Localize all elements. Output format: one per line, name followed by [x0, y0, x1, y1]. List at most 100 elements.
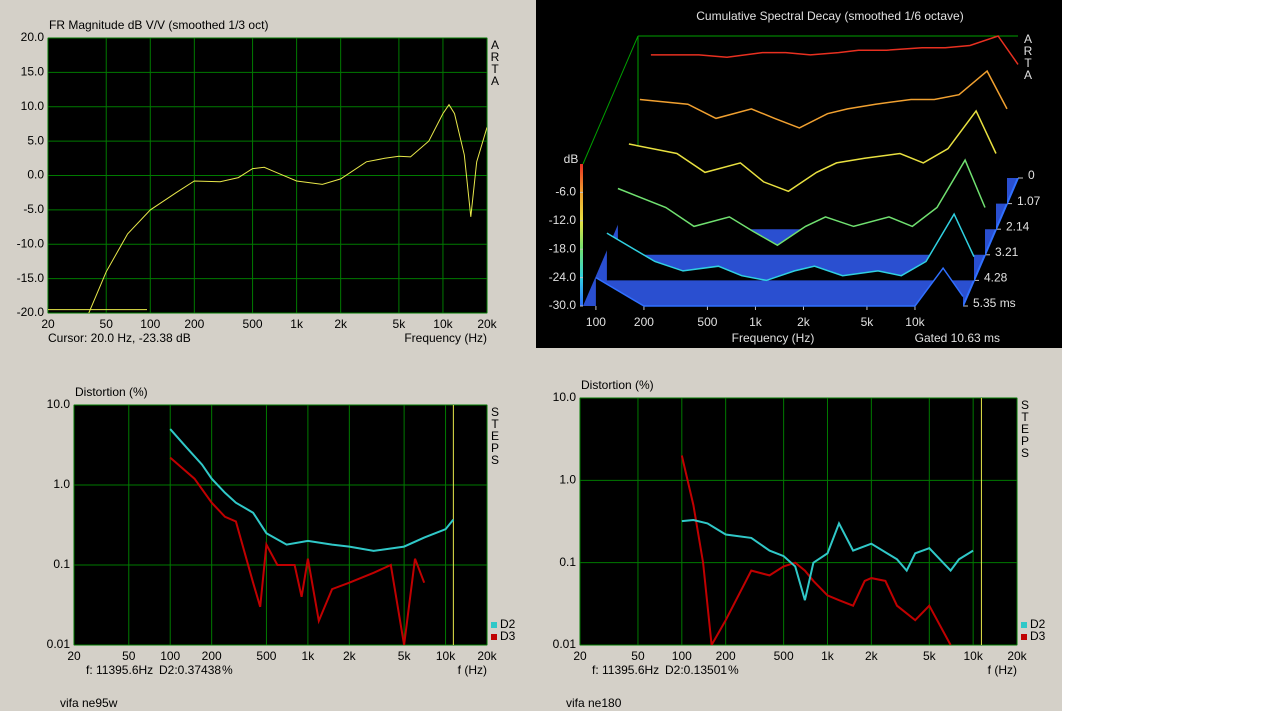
x-tick-label: 1k — [290, 317, 304, 331]
x-tick-label: 1k — [821, 649, 835, 663]
x-tick-label: 2k — [865, 649, 879, 663]
x-tick-label: 50 — [631, 649, 645, 663]
y-tick-label: 0.01 — [47, 637, 71, 651]
y-tick-label: -5.0 — [23, 202, 44, 216]
x-tick-label: 200 — [184, 317, 204, 331]
x-tick-label: 20 — [573, 649, 587, 663]
x-tick-label: 50 — [100, 317, 114, 331]
back-frame — [582, 35, 639, 165]
z-tick-label: 0 — [1028, 168, 1035, 182]
x-tick-label: 50 — [122, 649, 136, 663]
x-tick-label: 1k — [749, 315, 763, 329]
y-tick-label: 0.01 — [553, 637, 577, 651]
x-tick-label: 20k — [477, 317, 497, 331]
x-tick-label: 2k — [334, 317, 348, 331]
decay-slice-fill — [606, 214, 974, 281]
decay-slice — [595, 266, 964, 307]
x-tick-label: 10k — [436, 649, 456, 663]
unit: % — [222, 663, 233, 677]
decay-slice — [650, 35, 1019, 65]
cursor-readout: f: 11395.6Hz — [592, 663, 659, 677]
x-tick-label: 100 — [586, 315, 606, 329]
cursor-readout: f: 11395.6Hz — [86, 663, 153, 677]
unit: % — [728, 663, 739, 677]
y-tick-label: 1.0 — [559, 473, 576, 487]
x-tick-label: 500 — [256, 649, 276, 663]
y-tick-label: 15.0 — [21, 65, 45, 79]
decay-slice — [617, 158, 986, 247]
y-tick-label: 20.0 — [21, 30, 45, 44]
z-tick-label: 2.14 — [1006, 219, 1030, 233]
series-line — [88, 103, 487, 313]
decay-slice-fill — [617, 160, 985, 255]
chart-title: Distortion (%) — [75, 385, 148, 399]
x-tick-label: 500 — [243, 317, 263, 331]
legend-swatch — [491, 634, 497, 640]
y-tick-label: -24.0 — [549, 270, 577, 284]
y-tick-label: 0.1 — [559, 555, 576, 569]
x-tick-label: 5k — [398, 649, 412, 663]
x-tick-label: 20k — [477, 649, 497, 663]
x-tick-label: 1k — [302, 649, 316, 663]
y-tick-label: -15.0 — [17, 271, 45, 285]
x-axis-label: f (Hz) — [458, 663, 487, 677]
x-tick-label: 200 — [634, 315, 654, 329]
x-axis-label: Frequency (Hz) — [404, 331, 487, 345]
z-tick-label: 4.28 — [984, 271, 1008, 285]
decay-slice-fill — [628, 110, 996, 230]
legend-label: D3 — [1030, 629, 1046, 643]
x-tick-label: 2k — [343, 649, 357, 663]
y-tick-label: 1.0 — [53, 477, 70, 491]
x-tick-label: 10k — [433, 317, 453, 331]
x-tick-label: 5k — [923, 649, 937, 663]
legend-swatch — [491, 622, 497, 628]
y-tick-label: 0.1 — [53, 557, 70, 571]
chart-title: Distortion (%) — [581, 378, 654, 392]
readout: D2:0.37438 — [159, 663, 221, 677]
x-tick-label: 10k — [963, 649, 983, 663]
readout: D2:0.13501 — [665, 663, 727, 677]
x-tick-label: 20 — [41, 317, 55, 331]
z-tick-label: 5.35 ms — [973, 296, 1016, 310]
x-tick-label: 100 — [140, 317, 160, 331]
x-tick-label: 5k — [393, 317, 407, 331]
decay-slice — [628, 109, 997, 193]
y-tick-label: 10.0 — [21, 99, 45, 113]
x-tick-label: 100 — [672, 649, 692, 663]
legend-swatch — [1021, 634, 1027, 640]
y-tick-label: 5.0 — [27, 133, 44, 147]
decay-slice-fill — [595, 268, 963, 306]
legend-label: D3 — [500, 629, 516, 643]
legend-label: D2 — [1030, 617, 1046, 631]
x-axis-label: Frequency (Hz) — [732, 331, 815, 345]
z-tick-label: 3.21 — [995, 245, 1019, 259]
x-tick-label: 10k — [905, 315, 925, 329]
series-line — [169, 456, 426, 645]
legend-swatch — [1021, 622, 1027, 628]
y-tick-label: -10.0 — [17, 236, 45, 250]
z-tick-label: 1.07 — [1017, 194, 1041, 208]
x-tick-label: 2k — [797, 315, 811, 329]
color-bar — [580, 164, 583, 306]
x-tick-label: 100 — [160, 649, 180, 663]
y-tick-label: 10.0 — [553, 390, 577, 404]
x-tick-label: 20 — [67, 649, 81, 663]
footer-label: vifa ne95w — [60, 696, 118, 710]
decay-slice — [639, 69, 1008, 129]
decay-slice — [606, 212, 975, 282]
x-axis-label: f (Hz) — [988, 663, 1017, 677]
chart-title: FR Magnitude dB V/V (smoothed 1/3 oct) — [49, 18, 268, 32]
y-axis-label: dB — [564, 152, 579, 166]
plot-area — [579, 397, 1018, 646]
cursor-readout: Cursor: 20.0 Hz, -23.38 dB — [48, 331, 191, 345]
footer-label: vifa ne180 — [566, 696, 622, 710]
series-line — [680, 455, 952, 645]
x-tick-label: 500 — [774, 649, 794, 663]
series-line — [169, 428, 455, 552]
y-tick-label: -6.0 — [555, 185, 576, 199]
